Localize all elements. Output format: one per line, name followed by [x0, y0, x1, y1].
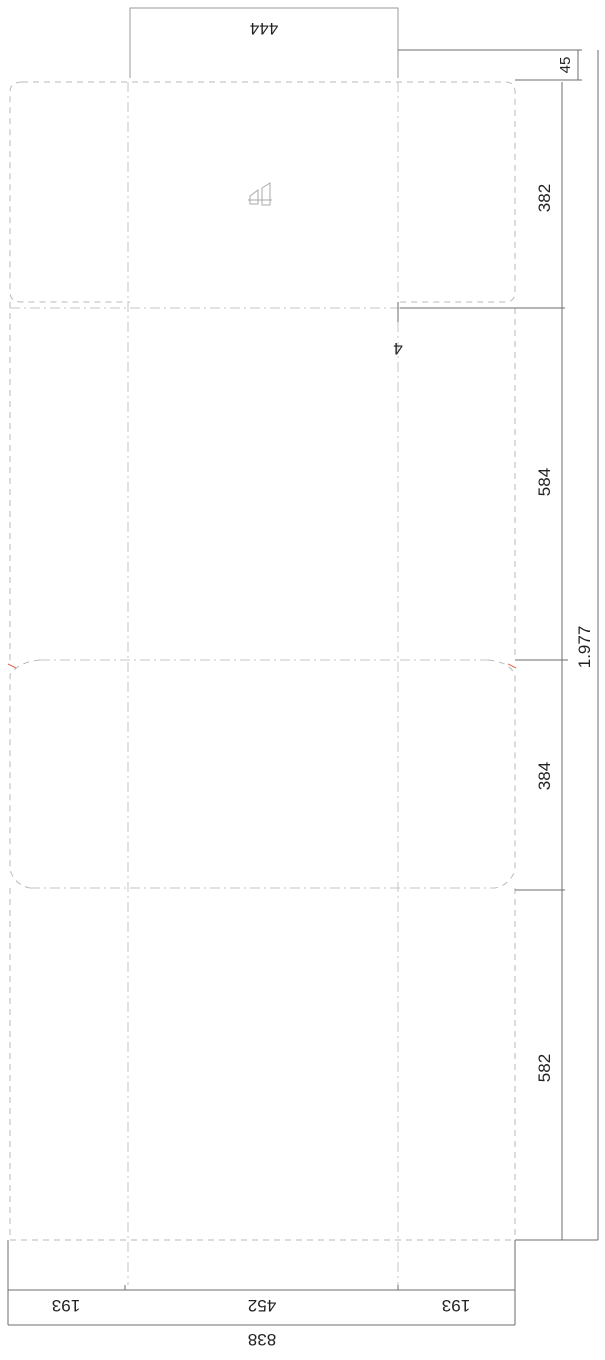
dim-right-flap: 193 [442, 1296, 470, 1315]
vertical-fold-lines [127, 82, 399, 1285]
top-tab [129, 7, 399, 78]
dim-total-height: 1.977 [575, 626, 594, 669]
dim-panel-2: 584 [535, 468, 554, 496]
corner-marks [7, 663, 517, 669]
dim-left-flap: 193 [52, 1296, 80, 1315]
dim-top-tab-height: 45 [557, 57, 574, 74]
dim-center: 452 [248, 1296, 276, 1315]
bottom-dimension-lines [7, 1240, 516, 1326]
dim-gap: 4 [393, 339, 402, 358]
recycle-symbol-icon [248, 182, 272, 206]
dim-panel-4: 582 [535, 1054, 554, 1082]
dim-panel-1: 382 [535, 184, 554, 212]
right-dimension-lines [397, 49, 599, 1241]
dim-panel-3: 384 [535, 762, 554, 790]
horizontal-fold-lines [10, 307, 515, 889]
dim-top-tab-width: 444 [250, 19, 278, 38]
outer-cut-line [9, 81, 516, 1241]
dim-total-width: 838 [248, 1330, 276, 1349]
